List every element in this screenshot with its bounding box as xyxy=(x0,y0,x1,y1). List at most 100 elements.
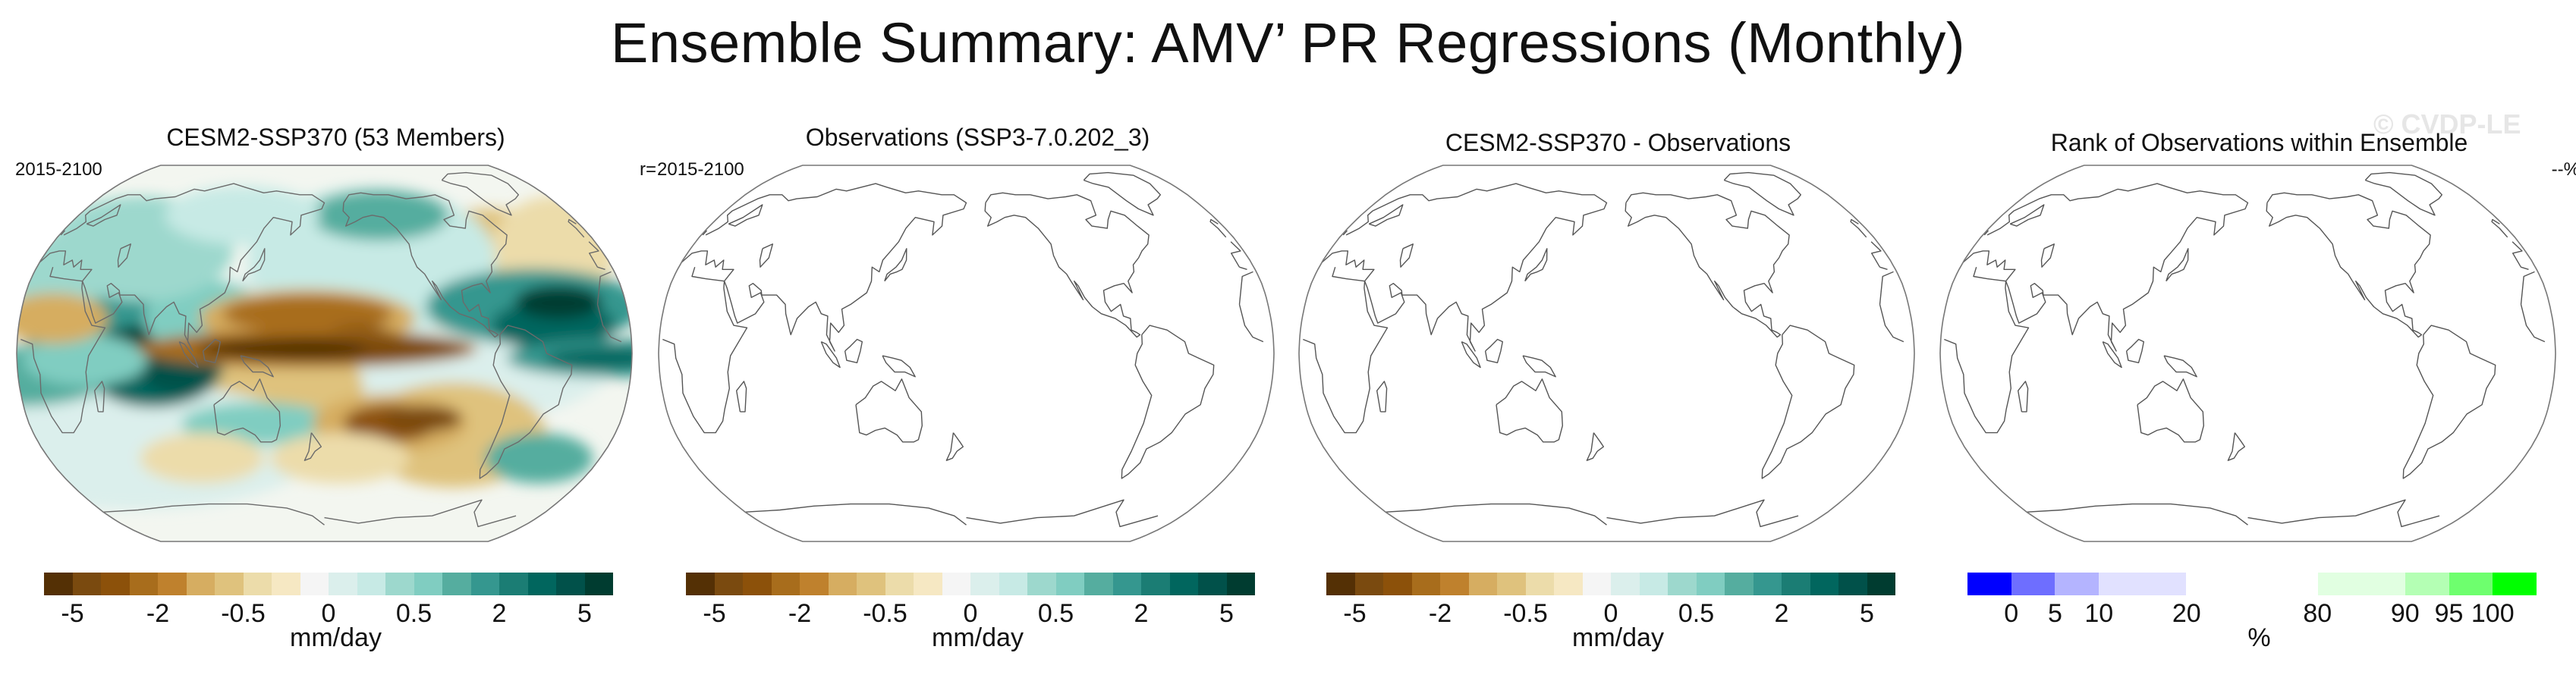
colorbar-cell xyxy=(800,573,829,595)
colorbar-cell xyxy=(2317,573,2362,595)
colorbar-cell xyxy=(2186,573,2231,595)
coastline xyxy=(94,381,105,413)
coastline xyxy=(1944,266,2546,434)
colorbar-cell xyxy=(243,573,272,595)
colorbar-cell xyxy=(2055,573,2099,595)
colorbar-cell xyxy=(1554,573,1583,595)
coastline xyxy=(681,183,1247,352)
colorbar-cell xyxy=(385,573,414,595)
colorbar-cell xyxy=(556,573,585,595)
colorbar-cell xyxy=(942,573,970,595)
coastline xyxy=(1303,266,1904,434)
map-border xyxy=(16,165,633,542)
coastline xyxy=(441,171,519,216)
colorbar-cell xyxy=(914,573,942,595)
colorbar-tick-label: 0.5 xyxy=(1037,599,1074,628)
colorbar-cell xyxy=(584,573,613,595)
colorbar-cell xyxy=(857,573,885,595)
colorbar-cell xyxy=(885,573,914,595)
map-container xyxy=(1297,164,1916,547)
coastline xyxy=(1484,338,1503,363)
colorbar-cell xyxy=(329,573,357,595)
coastline xyxy=(86,204,121,227)
colorbar-cell xyxy=(1725,573,1754,595)
colorbar-cell xyxy=(771,573,800,595)
coastline xyxy=(844,338,863,363)
map-3 xyxy=(1298,165,1915,542)
colorbar-cell xyxy=(743,573,772,595)
colorbar-tick-label: 0 xyxy=(963,599,978,628)
colorbar-tick-label: 0.5 xyxy=(1678,599,1715,628)
coastline xyxy=(479,325,573,479)
colorbar-cell xyxy=(414,573,442,595)
coastline xyxy=(745,499,1159,528)
field-anomaly xyxy=(222,294,393,333)
colorbar-tick-label: 95 xyxy=(2434,599,2464,628)
map-1 xyxy=(16,165,633,542)
colorbar-cell xyxy=(300,573,329,595)
colorbar-tick-label: 2 xyxy=(1774,599,1789,628)
map-field xyxy=(659,165,1274,541)
coastline xyxy=(1376,381,1388,413)
coastline xyxy=(2166,248,2189,282)
coastline xyxy=(2163,355,2197,378)
map-2 xyxy=(658,165,1275,542)
coastline xyxy=(342,192,508,338)
colorbar-cell xyxy=(1668,573,1697,595)
coastlines xyxy=(1303,171,1904,528)
coastline xyxy=(2125,338,2144,363)
colorbar-cell xyxy=(2011,573,2055,595)
coastline xyxy=(984,192,1150,338)
colorbar-tick-label: 90 xyxy=(2390,599,2420,628)
panel-title: CESM2-SSP370 - Observations xyxy=(1445,129,1791,156)
colorbar-tick-label: -0.5 xyxy=(863,599,907,628)
coastline xyxy=(1121,325,1215,479)
coastline xyxy=(1321,183,1888,352)
colorbar-cell xyxy=(158,573,187,595)
coastline xyxy=(728,204,763,227)
coastline xyxy=(2364,171,2442,216)
colorbar-cell xyxy=(828,573,857,595)
coastline xyxy=(1368,204,1404,227)
field-anomaly xyxy=(484,432,593,484)
map-border xyxy=(1298,165,1915,542)
colorbar-cell xyxy=(1810,573,1838,595)
coastline xyxy=(304,432,322,461)
field-anomaly xyxy=(197,337,367,359)
coastlines xyxy=(1944,171,2546,528)
colorbar-cell xyxy=(1411,573,1440,595)
colorbar-cell xyxy=(1440,573,1469,595)
coastline xyxy=(213,378,281,443)
coastline xyxy=(1761,325,1855,479)
colorbar-cell xyxy=(1611,573,1640,595)
field-anomaly xyxy=(270,432,410,484)
colorbar-tick-label: 0 xyxy=(321,599,336,628)
coastline xyxy=(662,266,1264,434)
colorbar-tick-label: 2 xyxy=(1134,599,1149,628)
colorbar-cell xyxy=(215,573,244,595)
colorbar-cell xyxy=(527,573,556,595)
field-anomaly xyxy=(309,190,449,241)
coastline xyxy=(945,432,964,461)
colorbar-cell xyxy=(1782,573,1810,595)
coastline xyxy=(736,381,747,413)
colorbar-tick-label: 5 xyxy=(1219,599,1234,628)
colorbar-cell xyxy=(1497,573,1526,595)
coastline xyxy=(2102,340,2122,369)
coastline xyxy=(2137,378,2204,443)
colorbar-tick-label: -2 xyxy=(146,599,170,628)
coastline xyxy=(1461,340,1481,369)
map-field xyxy=(1940,165,2556,541)
colorbar-tick-label: -0.5 xyxy=(1503,599,1548,628)
colorbar-cell xyxy=(2230,573,2274,595)
colorbar-tick-label: 80 xyxy=(2303,599,2332,628)
period-label: 2015-2100 xyxy=(15,159,102,180)
colorbar-tick-label: -2 xyxy=(1428,599,1452,628)
panel-title: Rank of Observations within Ensemble xyxy=(2050,129,2468,156)
watermark: © CVDP-LE xyxy=(2373,108,2521,140)
coastline xyxy=(2402,325,2496,479)
panel-2: Observations (SSP3-7.0.202_3) 2015-2100 -5… xyxy=(657,0,1298,681)
colorbar-cell xyxy=(186,573,215,595)
colorbar-cell xyxy=(1198,573,1227,595)
colorbar-cell xyxy=(1383,573,1412,595)
